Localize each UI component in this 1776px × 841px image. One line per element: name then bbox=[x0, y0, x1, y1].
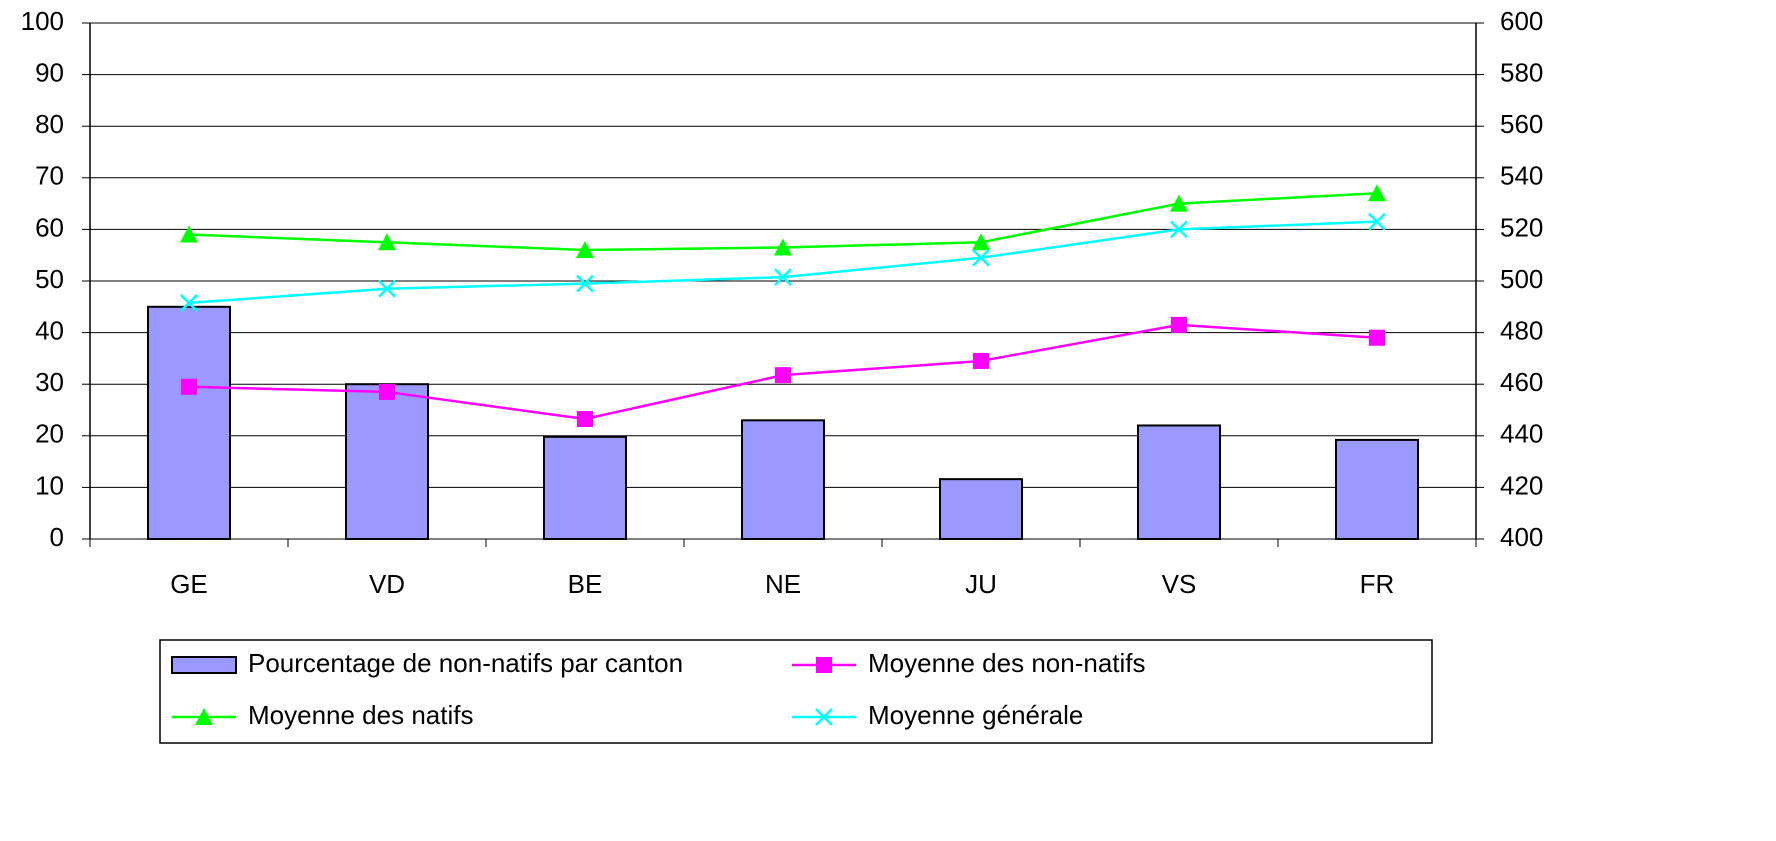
marker bbox=[1369, 329, 1385, 346]
legend-swatch bbox=[171, 656, 237, 674]
y2-tick-label: 460 bbox=[1500, 367, 1543, 397]
y-tick-label: 30 bbox=[35, 367, 64, 397]
legend-box bbox=[159, 639, 1433, 744]
y2-tick-label: 540 bbox=[1500, 161, 1543, 191]
y-tick-label: 60 bbox=[35, 212, 64, 242]
y2-tick-label: 580 bbox=[1500, 57, 1543, 87]
legend-label: Moyenne générale bbox=[868, 700, 1083, 730]
bar bbox=[543, 435, 627, 540]
marker bbox=[775, 367, 791, 384]
legend-item: Moyenne des non-natifs bbox=[792, 648, 1146, 678]
legend-item: Moyenne des natifs bbox=[172, 700, 473, 730]
y2-tick-label: 480 bbox=[1500, 315, 1543, 345]
marker bbox=[576, 274, 594, 293]
x-tick-label: GE bbox=[170, 569, 208, 599]
marker bbox=[378, 233, 396, 251]
marker bbox=[774, 268, 792, 287]
markers bbox=[180, 212, 1386, 312]
y2-tick-label: 420 bbox=[1500, 470, 1543, 500]
marker bbox=[576, 241, 594, 259]
bar bbox=[1137, 424, 1221, 541]
marker bbox=[379, 383, 395, 400]
x-tick-label: VD bbox=[369, 569, 405, 599]
x-tick-label: FR bbox=[1360, 569, 1395, 599]
x-tick-label: JU bbox=[965, 569, 997, 599]
marker bbox=[973, 352, 989, 369]
legend-label: Pourcentage de non-natifs par canton bbox=[248, 648, 683, 678]
x-tick-label: VS bbox=[1162, 569, 1197, 599]
bar bbox=[345, 383, 429, 541]
marker bbox=[816, 657, 832, 673]
marker bbox=[774, 238, 792, 256]
bar bbox=[741, 419, 825, 541]
bar bbox=[939, 478, 1023, 541]
y2-tick-label: 440 bbox=[1500, 419, 1543, 449]
marker bbox=[181, 378, 197, 395]
y-tick-label: 100 bbox=[21, 6, 64, 36]
y-tick-label: 70 bbox=[35, 161, 64, 191]
y-tick-label: 50 bbox=[35, 264, 64, 294]
marker bbox=[1170, 194, 1188, 212]
y-tick-label: 80 bbox=[35, 109, 64, 139]
y-tick-label: 0 bbox=[50, 522, 64, 552]
marker bbox=[972, 233, 990, 251]
bar bbox=[1335, 438, 1419, 541]
y2-tick-label: 520 bbox=[1500, 212, 1543, 242]
marker bbox=[1368, 212, 1386, 231]
bar bbox=[147, 305, 231, 540]
line bbox=[188, 220, 1378, 305]
markers bbox=[181, 316, 1385, 428]
y2-tick-label: 560 bbox=[1500, 109, 1543, 139]
marker bbox=[195, 708, 213, 725]
y2-tick-label: 400 bbox=[1500, 522, 1543, 552]
marker bbox=[1368, 184, 1386, 202]
y2-tick-label: 600 bbox=[1500, 6, 1543, 36]
y-tick-label: 40 bbox=[35, 315, 64, 345]
marker bbox=[1170, 220, 1188, 239]
marker bbox=[180, 225, 198, 243]
marker bbox=[378, 279, 396, 298]
y-tick-label: 20 bbox=[35, 419, 64, 449]
marker bbox=[815, 708, 833, 726]
y2-tick-label: 500 bbox=[1500, 264, 1543, 294]
legend-item: Moyenne générale bbox=[792, 700, 1083, 730]
marker bbox=[577, 411, 593, 428]
y-tick-label: 90 bbox=[35, 57, 64, 87]
marker bbox=[180, 294, 198, 312]
x-tick-label: NE bbox=[765, 569, 801, 599]
y-tick-label: 10 bbox=[35, 470, 64, 500]
x-tick-label: BE bbox=[568, 569, 603, 599]
legend-label: Moyenne des natifs bbox=[248, 700, 473, 730]
markers bbox=[180, 184, 1386, 259]
legend-label: Moyenne des non-natifs bbox=[868, 648, 1146, 678]
marker bbox=[972, 248, 990, 267]
marker bbox=[1171, 316, 1187, 333]
legend-item: Pourcentage de non-natifs par canton bbox=[171, 648, 683, 678]
